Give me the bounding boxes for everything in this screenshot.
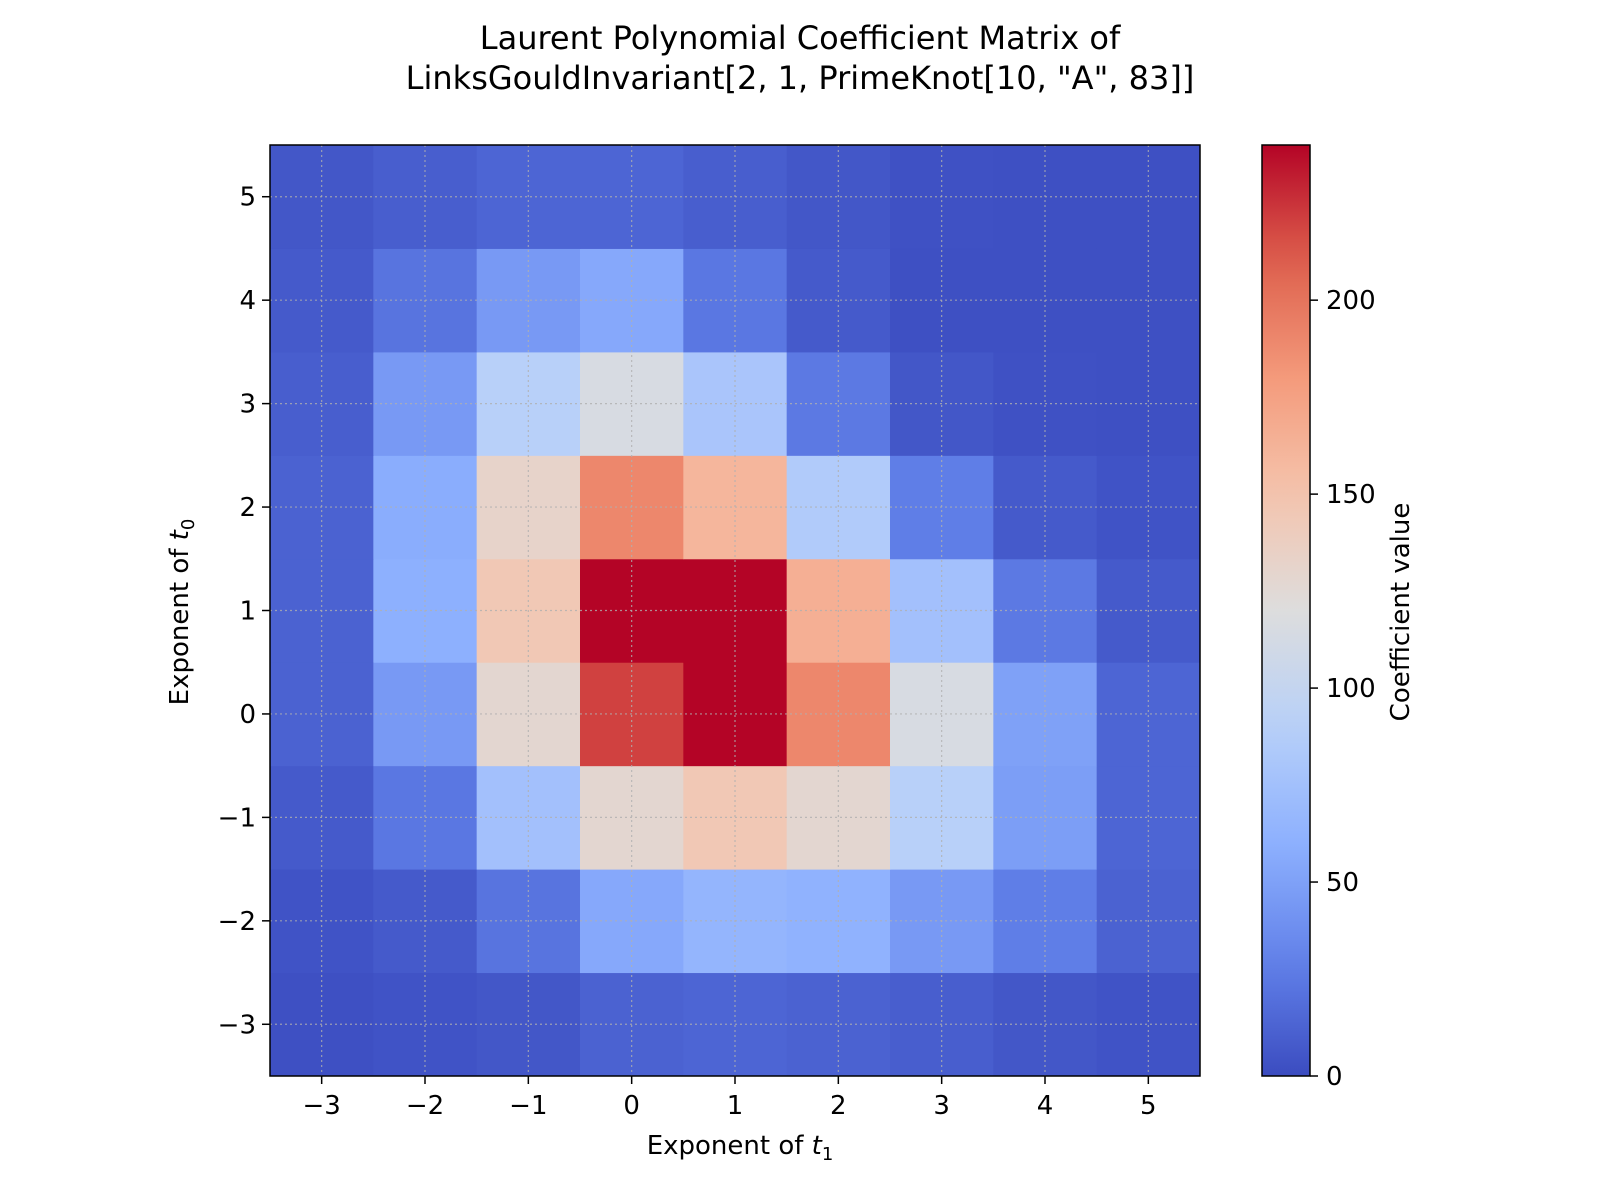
x-tick-label: 0 <box>623 1091 640 1121</box>
colorbar-tick-label: 150 <box>1326 480 1376 510</box>
y-tick-label: 4 <box>239 286 256 316</box>
heatmap-cell <box>476 662 581 767</box>
x-axis-ticks: −3 −2 −1 0 1 2 3 4 5 <box>303 1076 1157 1121</box>
y-tick-label: 2 <box>239 493 256 523</box>
heatmap-cell <box>786 972 891 1077</box>
x-tick-label: 4 <box>1037 1091 1054 1121</box>
y-tick-label: 0 <box>239 700 256 730</box>
colorbar-tick-label: 200 <box>1326 286 1376 316</box>
colorbar <box>1261 144 1311 1077</box>
heatmap-cell <box>1096 662 1201 767</box>
x-axis-label: Exponent of t1 <box>647 1131 834 1165</box>
x-tick-label: 1 <box>727 1091 744 1121</box>
heatmap-cell <box>786 351 891 456</box>
colorbar-tick-label: 50 <box>1326 868 1359 898</box>
y-tick-label: −1 <box>218 803 256 833</box>
colorbar-tick-label: 100 <box>1326 674 1376 704</box>
colorbar-ticks: 0 50 100 150 200 <box>1310 286 1376 1092</box>
y-axis-ticks: −3 −2 −1 0 1 2 3 4 5 <box>218 183 270 1040</box>
x-tick-label: −3 <box>303 1091 341 1121</box>
colorbar-tick-label: 0 <box>1326 1062 1343 1092</box>
chart-title-line-2: LinksGouldInvariant[2, 1, PrimeKnot[10, … <box>405 59 1195 97</box>
y-tick-label: 1 <box>239 597 256 627</box>
x-tick-label: 3 <box>933 1091 950 1121</box>
heatmap-cell <box>1096 351 1201 456</box>
y-tick-label: −3 <box>218 1010 256 1040</box>
x-tick-label: 2 <box>830 1091 847 1121</box>
heatmap-cell <box>476 765 581 870</box>
heatmap-cell <box>476 351 581 456</box>
x-tick-label: −1 <box>509 1091 547 1121</box>
heatmap-cell <box>476 972 581 1077</box>
x-tick-label: −2 <box>406 1091 444 1121</box>
y-tick-label: 5 <box>239 183 256 213</box>
heatmap-cell <box>1096 765 1201 870</box>
x-tick-label: 5 <box>1140 1091 1157 1121</box>
chart-title-line-1: Laurent Polynomial Coefficient Matrix of <box>479 19 1121 57</box>
heatmap-cell <box>786 765 891 870</box>
heatmap-cell <box>1096 972 1201 1077</box>
y-axis-label: Exponent of t0 <box>165 519 199 706</box>
heatmap-cell <box>786 662 891 767</box>
grid-lines <box>270 145 1200 1076</box>
colorbar-label: Coefficient value <box>1386 503 1416 722</box>
y-tick-label: 3 <box>239 390 256 420</box>
y-tick-label: −2 <box>218 907 256 937</box>
